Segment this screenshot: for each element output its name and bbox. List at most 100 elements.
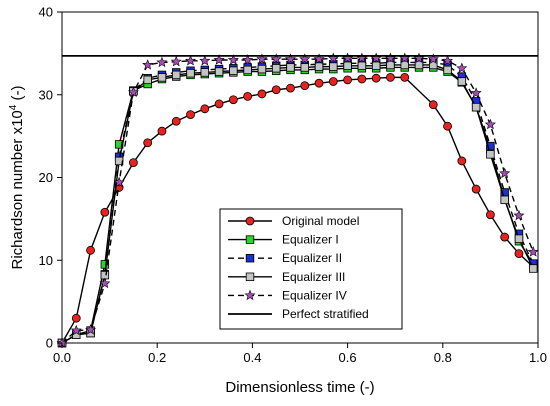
data-point — [271, 64, 281, 73]
data-point — [314, 62, 324, 71]
x-tick-label: 1.0 — [529, 350, 547, 365]
data-point — [214, 67, 224, 76]
data-point — [500, 195, 509, 205]
data-point — [527, 246, 539, 257]
data-point — [71, 313, 81, 323]
legend-item: Equalizer IV — [228, 288, 347, 302]
data-point — [443, 121, 452, 131]
data-point — [471, 102, 481, 112]
legend-label: Equalizer I — [282, 233, 339, 247]
data-point — [213, 54, 225, 65]
data-point — [329, 62, 338, 71]
data-point — [284, 53, 297, 64]
legend-marker — [245, 235, 255, 244]
data-point — [314, 78, 324, 88]
legend-item: Equalizer II — [228, 251, 342, 265]
data-point — [257, 64, 267, 74]
data-point — [313, 53, 325, 64]
legend-marker — [245, 216, 255, 226]
data-point — [100, 207, 110, 217]
series-layer — [56, 52, 539, 348]
series-line — [61, 57, 534, 344]
data-point — [300, 63, 309, 72]
legend-marker — [244, 289, 256, 301]
data-point — [300, 81, 310, 91]
series-line — [61, 66, 534, 344]
legend-label: Equalizer II — [282, 251, 342, 265]
data-point — [443, 65, 452, 75]
data-point — [427, 53, 439, 64]
data-point — [200, 68, 209, 77]
data-point — [400, 72, 410, 82]
data-point — [486, 141, 495, 151]
data-point — [200, 104, 210, 114]
data-point — [157, 126, 167, 136]
data-point — [184, 55, 197, 66]
data-point — [186, 69, 195, 78]
data-point — [485, 210, 495, 220]
axes-layer: 0.0 0.2 0.4 0.6 0.8 1.0 0 10 20 30 40 — [39, 5, 548, 366]
data-point — [271, 85, 281, 95]
series-line — [61, 64, 534, 344]
legend-item: Equalizer III — [228, 270, 345, 284]
data-point — [142, 59, 154, 70]
data-point — [143, 138, 153, 148]
data-point — [486, 150, 495, 159]
data-point — [529, 264, 538, 273]
x-tick-label: 0.6 — [339, 350, 357, 365]
data-point — [371, 61, 381, 70]
data-point — [214, 99, 224, 109]
data-point — [143, 75, 152, 85]
data-point — [343, 75, 353, 85]
data-point — [113, 176, 125, 188]
data-point — [85, 323, 97, 335]
data-point — [286, 63, 295, 72]
data-point — [256, 53, 268, 64]
legend-marker — [245, 253, 255, 263]
data-point — [157, 73, 167, 82]
data-point — [414, 60, 424, 70]
legend-label: Equalizer IV — [282, 288, 347, 302]
legend-label: Original model — [282, 214, 359, 228]
data-point — [243, 65, 252, 75]
data-point — [70, 324, 82, 336]
data-point — [243, 92, 253, 101]
data-point — [442, 55, 454, 66]
data-point — [299, 53, 311, 64]
data-point — [471, 184, 481, 194]
data-point — [170, 55, 182, 67]
x-tick-label: 0.2 — [148, 350, 166, 365]
y-axis-title-main: Richardson number x10 — [9, 110, 26, 269]
data-point — [270, 53, 282, 64]
legend-label: Perfect stratified — [282, 307, 369, 321]
data-point — [470, 87, 482, 98]
data-point — [343, 61, 352, 70]
data-point — [286, 83, 295, 93]
data-point — [128, 158, 138, 168]
data-point — [257, 89, 267, 99]
x-axis-title: Dimensionless time (-) — [225, 379, 374, 396]
data-point — [328, 77, 338, 86]
data-point — [514, 249, 524, 259]
legend-item: Original model — [228, 214, 359, 228]
data-point — [186, 110, 195, 120]
data-point — [171, 116, 181, 126]
y-axis-title-sup: 4 — [8, 104, 19, 110]
data-point — [172, 70, 181, 80]
data-point — [229, 66, 238, 75]
data-point — [456, 62, 468, 73]
data-point — [400, 60, 409, 70]
data-point — [156, 56, 168, 68]
data-point — [514, 234, 524, 243]
data-point — [86, 245, 95, 255]
data-point — [100, 260, 110, 269]
y-tick-label: 40 — [39, 5, 53, 20]
y-tick-label: 30 — [39, 87, 53, 102]
legend: Original model Equalizer I Equalizer II Equ… — [219, 208, 403, 330]
legend-box — [219, 208, 403, 330]
y-axis-title-unit: (-) — [9, 86, 26, 105]
y-tick-label: 0 — [46, 336, 53, 351]
data-point — [228, 95, 238, 105]
